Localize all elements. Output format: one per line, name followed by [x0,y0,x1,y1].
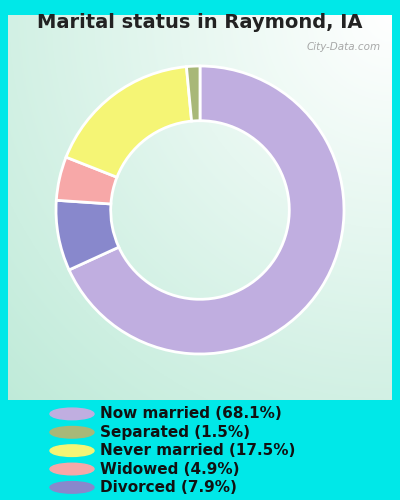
Circle shape [50,463,94,475]
Circle shape [50,445,94,456]
Wedge shape [69,66,344,354]
Wedge shape [186,66,200,121]
Text: Separated (1.5%): Separated (1.5%) [100,425,250,440]
Text: Now married (68.1%): Now married (68.1%) [100,406,282,422]
Text: Marital status in Raymond, IA: Marital status in Raymond, IA [37,12,363,32]
Circle shape [50,426,94,438]
Circle shape [50,408,94,420]
Circle shape [50,482,94,493]
Wedge shape [56,157,117,204]
Wedge shape [56,200,119,270]
Text: City-Data.com: City-Data.com [306,42,380,52]
Wedge shape [66,66,192,177]
Text: Divorced (7.9%): Divorced (7.9%) [100,480,237,495]
Text: Widowed (4.9%): Widowed (4.9%) [100,462,240,476]
Text: Never married (17.5%): Never married (17.5%) [100,443,295,458]
